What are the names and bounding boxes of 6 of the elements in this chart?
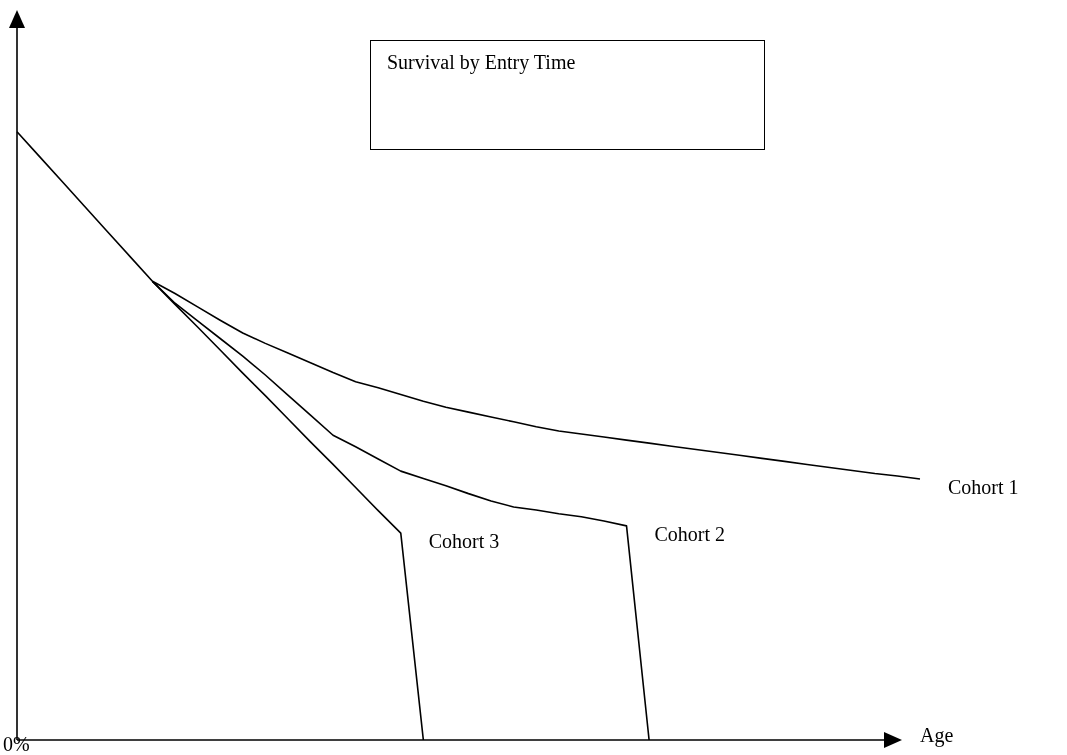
chart-title: Survival by Entry Time [370, 40, 765, 150]
series-label: Cohort 2 [654, 523, 726, 546]
annotation: 0% [3, 733, 30, 755]
x-axis-title: Age [920, 724, 954, 748]
series-label: Cohort 1 [948, 476, 1019, 499]
series-label: Cohort 3 [428, 530, 500, 553]
